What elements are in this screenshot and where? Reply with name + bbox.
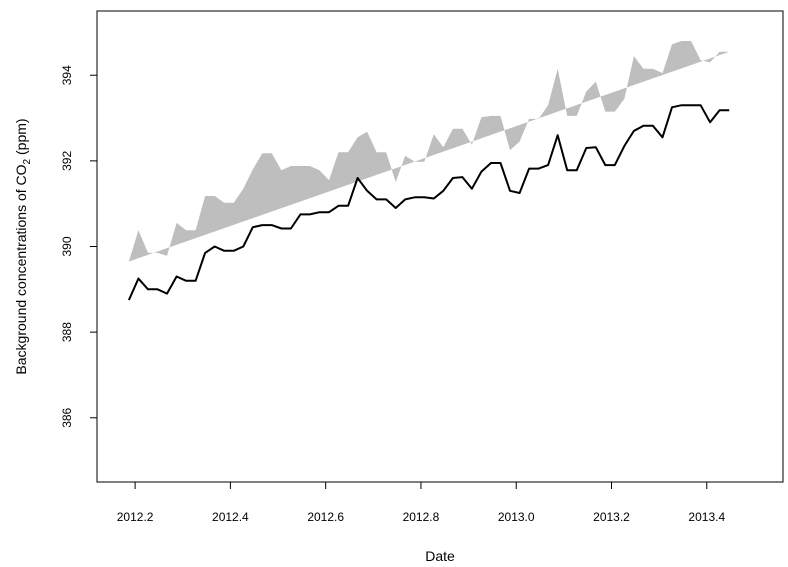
y-axis-title-tail: (ppm) (13, 118, 29, 158)
x-tick-label: 2012.4 (212, 510, 249, 524)
y-axis-title-subscript: 2 (22, 158, 33, 164)
mean-line-layer (127, 104, 730, 301)
confidence-band (128, 41, 730, 262)
y-axis-title-main: Background concentrations of CO (13, 164, 29, 374)
y-tick-label: 392 (60, 151, 74, 171)
x-tick-label: 2013.2 (593, 510, 630, 524)
x-tick-label: 2012.8 (403, 510, 440, 524)
y-axis-ticks: 386 388 390 392 394 (60, 65, 97, 428)
x-tick-label: 2012.2 (117, 510, 154, 524)
y-tick-label: 388 (60, 322, 74, 342)
mean-line (127, 104, 730, 301)
plot-frame (96, 10, 784, 483)
x-tick-label: 2013.0 (498, 510, 535, 524)
confidence-band-layer (128, 41, 730, 262)
x-tick-label: 2013.4 (688, 510, 725, 524)
x-axis-title: Date (425, 548, 455, 564)
y-axis-title: Background concentrations of CO2 (ppm) (13, 118, 33, 374)
x-tick-label: 2012.6 (307, 510, 344, 524)
x-axis-ticks: 2012.2 2012.4 2012.6 2012.8 2013.0 2013.2 2013… (117, 482, 725, 524)
y-tick-label: 390 (60, 236, 74, 256)
y-tick-label: 386 (60, 407, 74, 427)
y-tick-label: 394 (60, 65, 74, 85)
